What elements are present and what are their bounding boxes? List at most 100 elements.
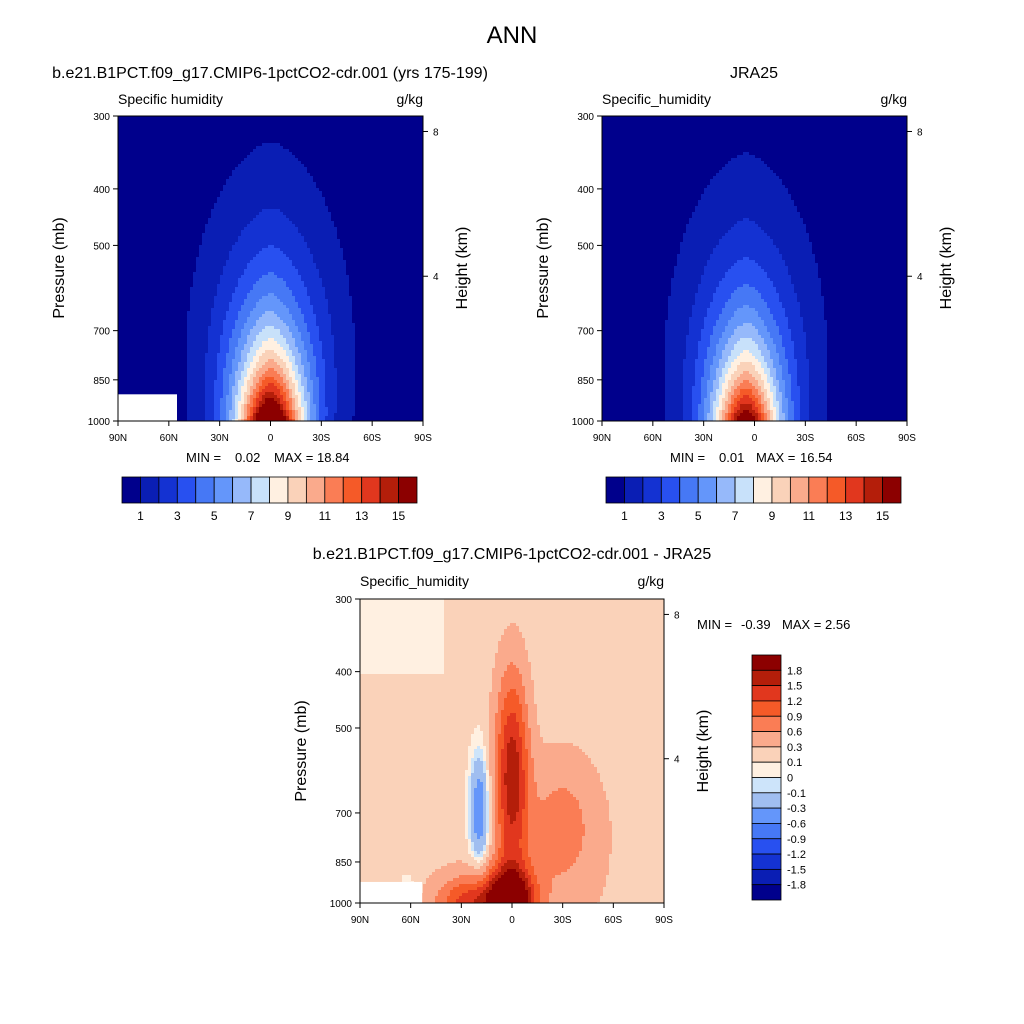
panel-diff-colorbar-label-3: 0.9 — [787, 711, 802, 723]
figure-title: ANN — [487, 22, 538, 49]
panel-diff-colorbar-swatch-0 — [751, 654, 782, 671]
panel-diff-colorbar-swatch-6 — [751, 746, 782, 763]
panel-diff-max-label: MAX = — [782, 617, 821, 632]
panel-diff-colorbar-swatch-4 — [751, 715, 782, 732]
panel-model-min-label: MIN = — [186, 450, 221, 465]
panel-obs-colorbar-label-5: 11 — [803, 509, 816, 523]
panel-model-colorbar-label-0: 1 — [137, 509, 144, 523]
panel-diff-colorbar-label-6: 0.1 — [787, 757, 802, 769]
panel-obs-ytick-label-300: 300 — [577, 112, 594, 123]
panel-model-y2tick-label-8: 8 — [433, 127, 439, 138]
panel-diff-axes: 300 400 500 700 850 1000 90N 60N 30N 0 30S 60S 90S 8 4 — [330, 595, 680, 926]
panel-model-colorbar: 1 3 5 7 9 11 13 15 — [121, 476, 418, 523]
panel-model-colorbar-swatch-6 — [232, 476, 252, 504]
panel-diff-colorbar-swatch-12 — [751, 838, 782, 855]
panel-obs-xtick-label-6: 90S — [898, 433, 916, 444]
panel-diff-ytick-label-500: 500 — [335, 724, 352, 735]
panel-model-ylabel: Pressure (mb) — [51, 217, 68, 318]
panel-model-colorbar-swatch-14 — [379, 476, 399, 504]
panel-model-colorbar-label-7: 15 — [392, 509, 406, 523]
panel-model-ytick-label-400: 400 — [93, 185, 110, 196]
panel-diff-y2tick-label-8: 8 — [674, 610, 680, 621]
panel-obs-ytick-label-700: 700 — [577, 327, 594, 338]
panel-model-colorbar-label-4: 9 — [285, 509, 292, 523]
panel-model-ytick-label-1000: 1000 — [88, 417, 111, 428]
panel-obs-colorbar-swatch-14 — [863, 476, 883, 504]
panel-model-colorbar-label-2: 5 — [211, 509, 218, 523]
panel-diff-min-label: MIN = — [697, 617, 732, 632]
panel-diff-colorbar-label-5: 0.3 — [787, 742, 802, 754]
panel-diff-ytick-label-300: 300 — [335, 595, 352, 606]
panel-model-title: b.e21.B1PCT.f09_g17.CMIP6-1pctCO2-cdr.00… — [52, 65, 488, 82]
panel-obs-colorbar-swatch-7 — [734, 476, 754, 504]
panel-model-contour-field — [118, 116, 423, 421]
panel-obs-axes: 300 400 500 700 850 1000 90N 60N 30N 0 30S 60S 90S 8 4 — [572, 112, 923, 444]
panel-obs-title: JRA25 — [730, 65, 778, 82]
panel-obs-colorbar-swatch-15 — [882, 476, 902, 504]
panel-model-units: g/kg — [397, 91, 423, 107]
panel-model-colorbar-label-1: 3 — [174, 509, 181, 523]
panel-obs-units: g/kg — [881, 91, 907, 107]
panel-model-ytick-label-700: 700 — [93, 327, 110, 338]
panel-diff-colorbar-label-8: -0.1 — [787, 788, 806, 800]
panel-obs-contour-field — [602, 116, 907, 421]
panel-diff-colorbar-label-2: 1.2 — [787, 696, 802, 708]
panel-diff-colorbar-swatch-10 — [751, 807, 782, 824]
panel-diff-min-value: -0.39 — [741, 617, 771, 632]
panel-model-colorbar-swatch-7 — [250, 476, 270, 504]
panel-obs-colorbar-swatch-12 — [826, 476, 847, 504]
panel-diff-xtick-label-4: 30S — [554, 915, 572, 926]
panel-obs-max-value: 16.54 — [800, 450, 833, 465]
panel-diff-ytick-label-400: 400 — [335, 668, 352, 679]
panel-diff-colorbar-swatch-8 — [751, 777, 782, 794]
panel-obs-ytick-label-400: 400 — [577, 185, 594, 196]
panel-obs-colorbar-label-3: 7 — [732, 509, 739, 523]
panel-obs-colorbar-swatch-6 — [716, 476, 736, 504]
panel-diff-contour-field — [360, 599, 664, 903]
panel-diff-ylabel: Pressure (mb) — [293, 700, 310, 801]
panel-diff-colorbar-label-14: -1.8 — [787, 880, 806, 892]
panel-diff-ytick-label-850: 850 — [335, 858, 352, 869]
panel-diff-ytick-label-700: 700 — [335, 809, 352, 820]
panel-model-xtick-label-1: 60N — [160, 433, 178, 444]
panel-diff-colorbar-swatch-13 — [751, 853, 782, 870]
panel-model-y2tick-label-4: 4 — [433, 272, 439, 283]
panel-model-colorbar-swatch-15 — [398, 476, 418, 504]
panel-diff-units: g/kg — [638, 573, 664, 589]
panel-obs-xtick-label-4: 30S — [796, 433, 814, 444]
panel-obs-xtick-label-1: 60N — [644, 433, 662, 444]
panel-model-axes: 300 400 500 700 850 1000 90N 60N 30N 0 30S 60S 90S 8 4 — [88, 112, 439, 444]
panel-model-y2label: Height (km) — [454, 227, 471, 310]
panel-diff-colorbar-label-4: 0.6 — [787, 727, 802, 739]
panel-model-xtick-label-3: 0 — [268, 433, 274, 444]
panel-diff-colorbar-swatch-5 — [751, 731, 782, 748]
panel-obs-colorbar-label-1: 3 — [658, 509, 665, 523]
panel-model-xtick-label-4: 30S — [312, 433, 330, 444]
panel-model-colorbar-label-3: 7 — [248, 509, 255, 523]
panel-model-xtick-label-6: 90S — [414, 433, 432, 444]
panel-diff-xtick-label-0: 90N — [351, 915, 369, 926]
panel-obs-colorbar-label-6: 13 — [839, 509, 853, 523]
panel-model-colorbar-swatch-13 — [361, 476, 381, 504]
panel-diff-colorbar-swatch-11 — [751, 823, 782, 840]
panel-obs-y2tick-label-8: 8 — [917, 127, 923, 138]
panel-diff-colorbar-label-7: 0 — [787, 773, 793, 785]
panel-obs-colorbar-swatch-2 — [642, 476, 662, 504]
panel-model-colorbar-swatch-0 — [121, 476, 141, 504]
panel-diff-colorbar: 1.8 1.5 1.2 0.9 0.6 0.3 0.1 0 -0.1 -0.3 -0.6 -0.9 -1… — [751, 654, 806, 901]
panel-obs-colorbar-label-0: 1 — [621, 509, 628, 523]
panel-diff-xtick-label-1: 60N — [401, 915, 419, 926]
panel-diff-missing-region — [360, 881, 423, 903]
panel-model-colorbar-swatch-4 — [195, 476, 215, 504]
panel-diff-variable: Specific_humidity — [360, 573, 469, 589]
panel-diff-ytick-label-1000: 1000 — [330, 899, 353, 910]
panel-model-colorbar-label-5: 11 — [319, 509, 332, 523]
panel-model-missing-region — [118, 394, 177, 421]
panel-model-colorbar-swatch-10 — [305, 476, 326, 504]
panel-diff-max-value: 2.56 — [825, 617, 850, 632]
panel-diff-xtick-label-3: 0 — [509, 915, 515, 926]
panel-obs-colorbar-swatch-13 — [845, 476, 865, 504]
panel-obs-xtick-label-3: 0 — [752, 433, 758, 444]
panel-model-colorbar-swatch-9 — [287, 476, 307, 504]
panel-model-colorbar-swatch-8 — [269, 476, 289, 504]
